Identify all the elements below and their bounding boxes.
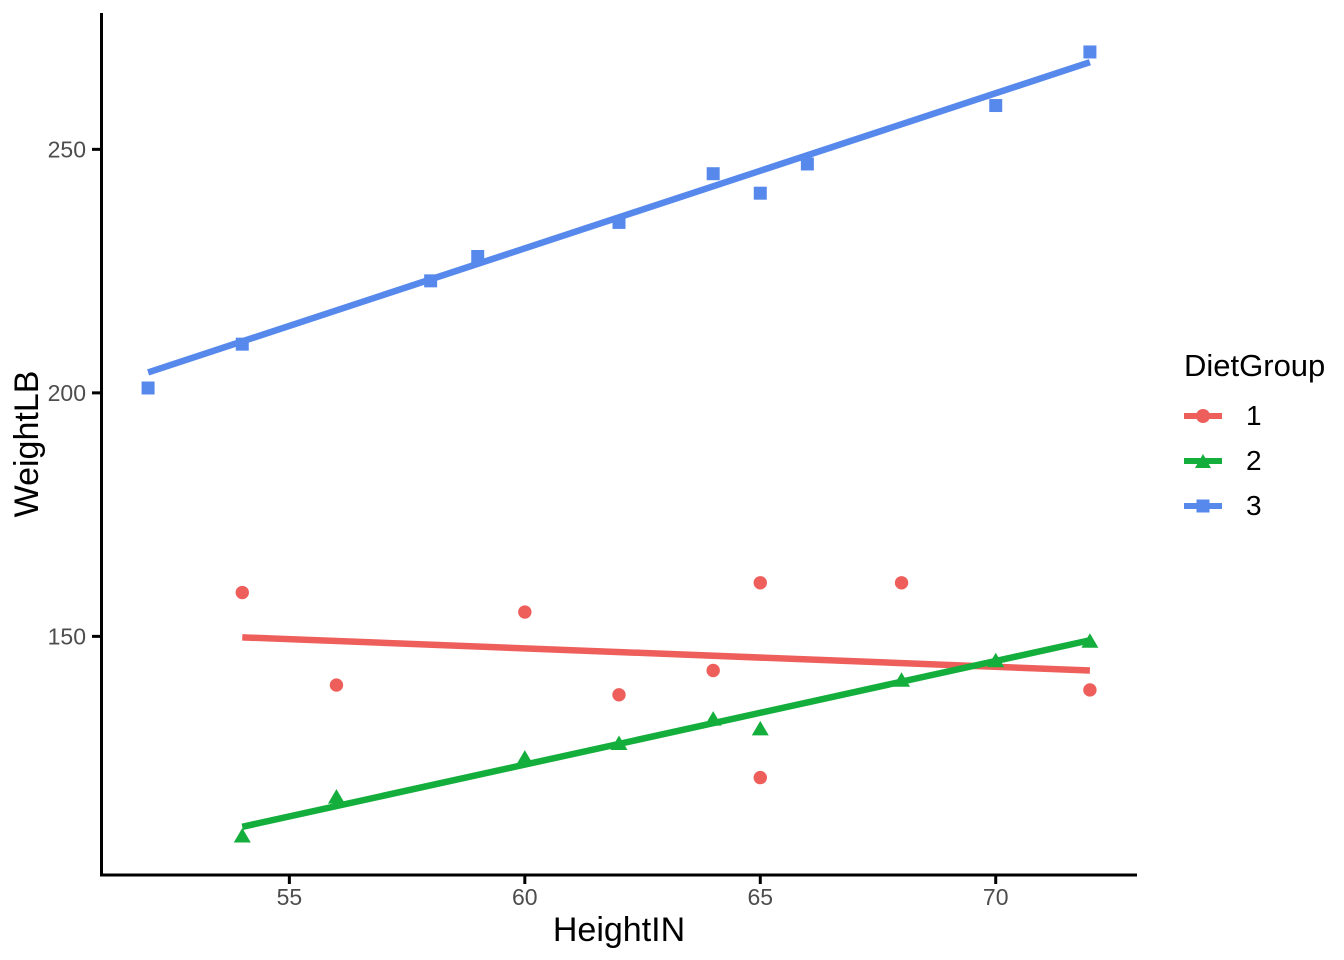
x-tick-label: 55 [277,884,303,910]
y-tick-label: 200 [48,380,86,406]
circle-icon [1196,409,1210,423]
data-point [329,678,344,692]
data-point [751,720,769,736]
legend-key [1184,491,1222,521]
data-point [1083,45,1097,59]
series-1 [235,576,1097,785]
legend-label: 2 [1246,445,1262,476]
data-point [1083,683,1097,697]
x-tick-label: 65 [747,884,773,910]
data-point [706,663,720,678]
legend-item-3: 3 [1184,491,1325,521]
y-axis-ticks: 150 200 250 [48,136,101,649]
triangle-icon [1195,454,1211,468]
square-icon [1196,499,1210,513]
legend-title: DietGroup [1184,348,1326,383]
legend-item-1: 1 [1184,401,1325,431]
legend-item-2: 2 [1184,446,1325,476]
data-point [753,770,767,785]
axes-layer: 55 60 65 70 150 200 250 HeightIN WeightLB [8,13,1137,949]
data-point [753,186,767,200]
data-point [706,167,720,181]
data-point [235,585,249,600]
data-point [989,99,1003,113]
data-point [612,688,626,702]
y-axis-title: WeightLB [8,371,46,518]
legend-items: 1 2 3 [1184,401,1325,521]
x-tick-label: 70 [983,884,1009,910]
x-tick-label: 60 [512,884,538,910]
data-point [894,576,909,590]
y-tick-label: 250 [48,136,86,162]
data-point [141,381,155,395]
legend-key [1184,401,1222,431]
data-point [800,157,814,171]
data-point [327,789,345,804]
y-tick-label: 150 [48,623,86,649]
trend-line [242,634,1091,674]
data-point [518,605,532,619]
series-2 [233,633,1099,843]
x-axis-title: HeightIN [553,911,685,949]
series-3 [141,45,1097,395]
data-point [753,576,767,590]
trend-line [147,59,1091,376]
x-axis-ticks: 55 60 65 70 [277,875,1009,910]
data-point [233,828,251,843]
legend-label: 3 [1246,490,1262,521]
legend-label: 1 [1246,400,1262,431]
trend-line [241,637,1091,830]
series-layer [141,45,1099,843]
legend-key [1184,446,1222,476]
legend: DietGroup 1 2 3 [1184,350,1325,536]
